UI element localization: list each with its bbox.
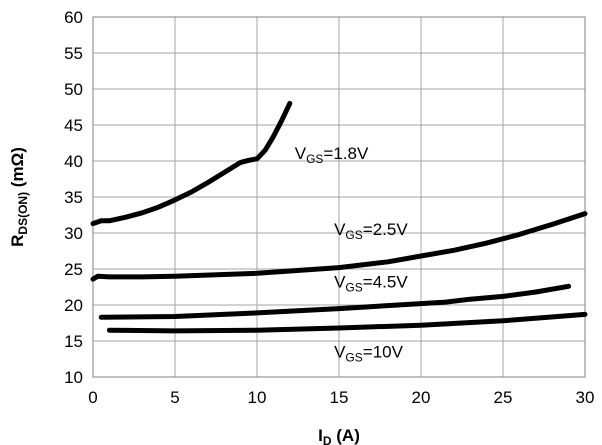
x-axis-title-unit: (A) (332, 426, 360, 445)
y-tick-label: 45 (64, 116, 83, 135)
x-axis-title-sub: D (323, 434, 332, 445)
y-axis-title: RDS(ON) (mΩ) (8, 147, 30, 247)
y-tick-label: 10 (64, 368, 83, 387)
series-label-sub: GS (345, 228, 362, 242)
series-line-4 (106, 311, 588, 334)
y-tick-label: 30 (64, 224, 83, 243)
plot-area-border (92, 16, 586, 378)
y-axis-title-unit: (mΩ) (8, 147, 27, 192)
y-tick-label: 25 (64, 260, 83, 279)
series-label-3: VGS=4.5V (334, 273, 408, 295)
x-tick-label: 30 (576, 388, 595, 407)
series-label-main: V (295, 144, 307, 163)
x-tick-label: 10 (248, 388, 267, 407)
tick-labels: 10 15 20 25 30 35 40 45 50 55 60 0 5 10 15 20 25 30 (64, 8, 594, 407)
y-tick-label: 50 (64, 80, 83, 99)
x-tick-label: 20 (412, 388, 431, 407)
y-tick-label: 15 (64, 332, 83, 351)
y-axis-title-sub: DS(ON) (16, 192, 30, 235)
series-label-sub: GS (345, 351, 362, 365)
y-tick-label: 35 (64, 188, 83, 207)
series-label-value: =10V (363, 343, 404, 362)
x-axis-title: ID (A) (318, 426, 360, 445)
y-tick-label: 40 (64, 152, 83, 171)
y-tick-label: 55 (64, 44, 83, 63)
x-tick-label: 0 (88, 388, 97, 407)
x-tick-label: 15 (330, 388, 349, 407)
series-label-value: =4.5V (363, 273, 409, 292)
y-tick-label: 60 (64, 8, 83, 27)
series-line-1 (90, 100, 293, 227)
series-label-sub: GS (345, 281, 362, 295)
series-label-1: VGS=1.8V (295, 144, 369, 166)
x-tick-label: 25 (494, 388, 513, 407)
series-line-3 (98, 283, 572, 320)
y-axis-title-main: R (8, 235, 27, 247)
x-tick-label: 5 (170, 388, 179, 407)
x-axis-title-main: I (318, 426, 323, 445)
series-label-main: V (334, 220, 346, 239)
series-label-value: =2.5V (363, 220, 409, 239)
series-label-main: V (334, 273, 346, 292)
y-tick-label: 20 (64, 296, 83, 315)
series-lines (90, 100, 588, 334)
series-label-4: VGS=10V (334, 343, 404, 365)
series-label-sub: GS (306, 152, 323, 166)
series-label-main: V (334, 343, 346, 362)
series-label-value: =1.8V (323, 144, 369, 163)
series-line-2 (90, 211, 588, 282)
series-label-2: VGS=2.5V (334, 220, 408, 242)
